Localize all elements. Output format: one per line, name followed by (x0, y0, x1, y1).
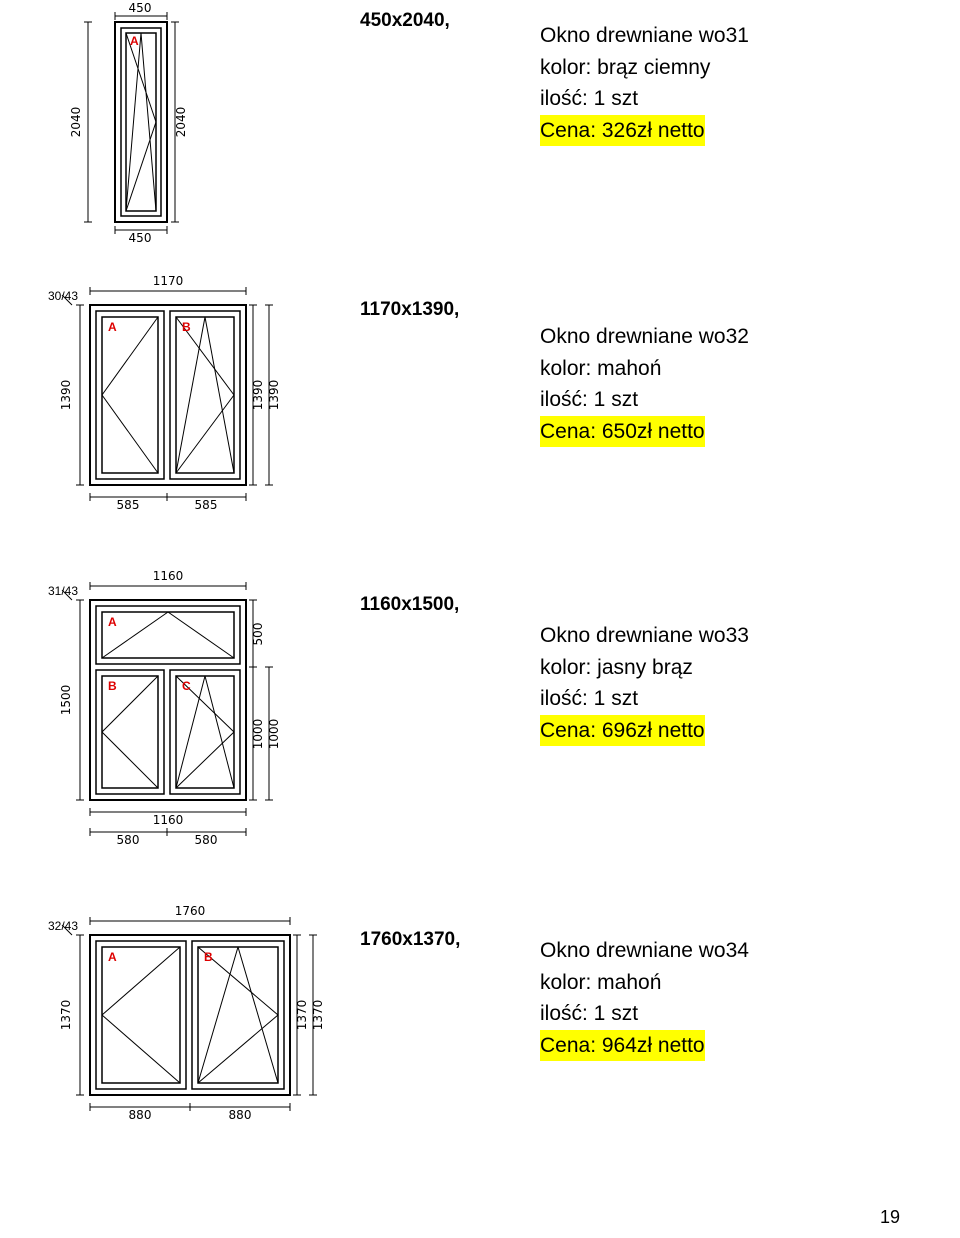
product-title: Okno drewniane wo34 (540, 935, 960, 967)
dim-b1: 585 (117, 498, 140, 512)
size-label: 1170x1390, (360, 265, 540, 321)
product-color: kolor: mahoń (540, 353, 960, 385)
diagram: 32/43 1760 1370 A (20, 895, 360, 1180)
pane-label: A (108, 615, 117, 629)
product-color: kolor: jasny brąz (540, 652, 960, 684)
pane-label: B (182, 320, 191, 334)
dim-bottom: 450 (129, 231, 152, 245)
dim-b2: 585 (195, 498, 218, 512)
product-price: Cena: 696zł netto (540, 715, 705, 747)
dim-b2: 580 (195, 833, 218, 847)
pane-label: B (204, 950, 213, 964)
product-price: Cena: 650zł netto (540, 416, 705, 448)
product-color: kolor: brąz ciemny (540, 52, 960, 84)
page-number: 19 (880, 1207, 900, 1228)
product-qty: ilość: 1 szt (540, 683, 960, 715)
diagram: 30/43 1170 1390 A (20, 265, 360, 550)
product-desc: Okno drewniane wo34 kolor: mahoń ilość: … (540, 895, 960, 1061)
size-label: 1760x1370, (360, 895, 540, 951)
dim-left: 1370 (59, 1000, 73, 1031)
product-price: Cena: 964zł netto (540, 1030, 705, 1062)
product-qty: ilość: 1 szt (540, 83, 960, 115)
product-price: Cena: 326zł netto (540, 115, 705, 147)
dim-left: 1500 (59, 685, 73, 716)
product-desc: Okno drewniane wo31 kolor: brąz ciemny i… (540, 0, 960, 146)
dim-b1: 580 (117, 833, 140, 847)
product-row: 30/43 1170 1390 A (0, 265, 960, 550)
product-row: 32/43 1760 1370 A (0, 895, 960, 1180)
product-qty: ilość: 1 szt (540, 384, 960, 416)
pane-label: B (108, 679, 117, 693)
product-title: Okno drewniane wo31 (540, 20, 960, 52)
dim-top: 1160 (153, 569, 184, 583)
dim-left: 2040 (69, 107, 83, 138)
product-title: Okno drewniane wo33 (540, 620, 960, 652)
product-row: 450 2040 A 2040 450 (0, 0, 960, 255)
diagram: 450 2040 A 2040 450 (20, 0, 360, 255)
dim-b2: 880 (229, 1108, 252, 1122)
pane-label: A (130, 34, 139, 48)
product-desc: Okno drewniane wo33 kolor: jasny brąz il… (540, 560, 960, 746)
dim-top: 1170 (153, 274, 184, 288)
size-label: 450x2040, (360, 0, 540, 32)
product-desc: Okno drewniane wo32 kolor: mahoń ilość: … (540, 265, 960, 447)
dim-right: 2040 (174, 107, 188, 138)
size-label: 1160x1500, (360, 560, 540, 616)
product-color: kolor: mahoń (540, 967, 960, 999)
dim-left: 1390 (59, 380, 73, 411)
product-title: Okno drewniane wo32 (540, 321, 960, 353)
pane-label: A (108, 320, 117, 334)
pane-label: C (182, 679, 191, 693)
dim-top: 1760 (175, 904, 206, 918)
pane-label: A (108, 950, 117, 964)
product-row: 31/43 1160 1500 A B (0, 560, 960, 885)
dim-b1: 880 (129, 1108, 152, 1122)
dim-bfull: 1160 (153, 813, 184, 827)
dim-top: 450 (129, 1, 152, 15)
diagram: 31/43 1160 1500 A B (20, 560, 360, 885)
product-qty: ilość: 1 szt (540, 998, 960, 1030)
